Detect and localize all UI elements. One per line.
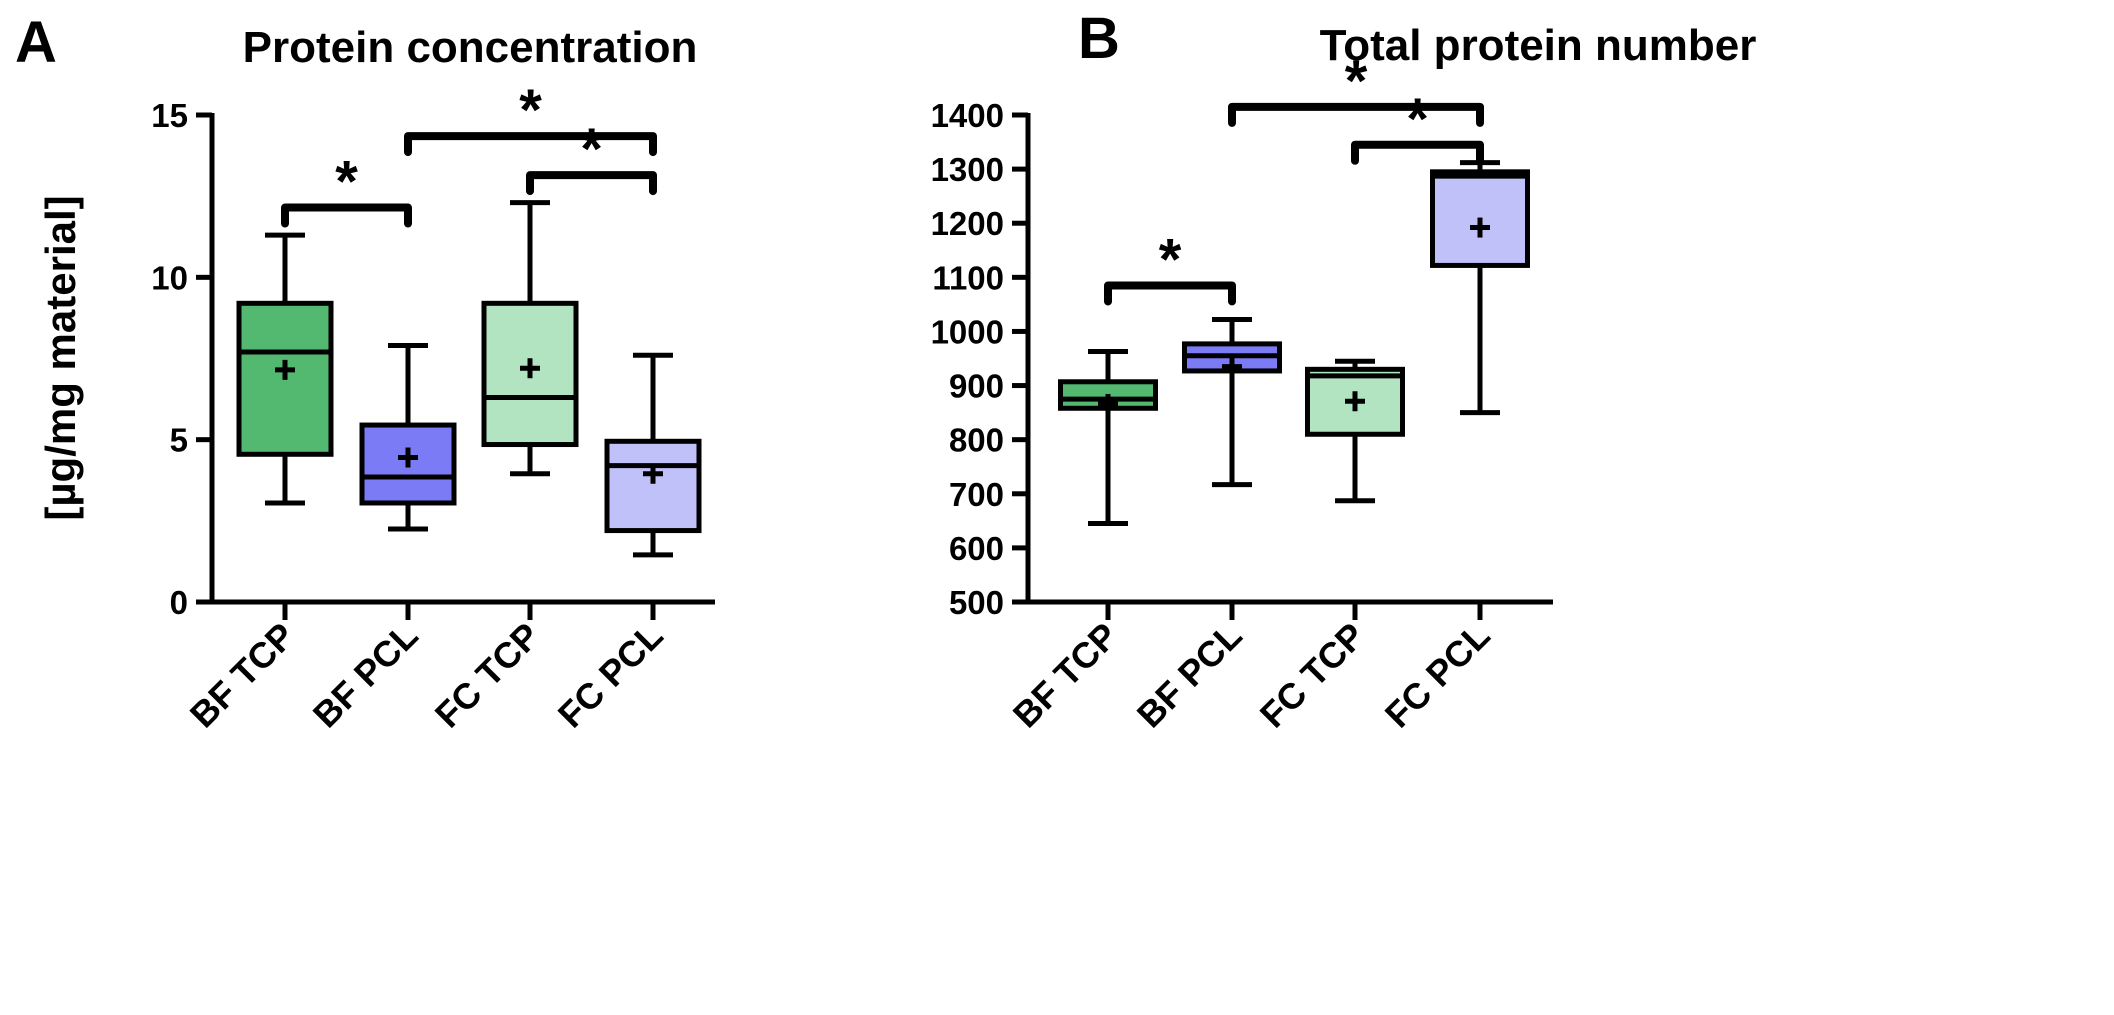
box-fc-tcp xyxy=(1305,358,1405,504)
x-tick-label: BF PCL xyxy=(1129,615,1250,736)
box-bf-pcl xyxy=(1182,317,1282,488)
y-tick-label: 1200 xyxy=(931,205,1004,242)
significance-bracket-line xyxy=(404,132,657,157)
significance-star: * xyxy=(1345,49,1368,114)
x-tick-label: FC TCP xyxy=(1252,615,1373,736)
x-tick-label: BF PCL xyxy=(305,615,426,736)
x-tick-label: BF TCP xyxy=(182,615,303,736)
box-fc-tcp xyxy=(481,200,579,477)
significance-bracket-line xyxy=(281,203,412,228)
panel-b-title: Total protein number xyxy=(1320,21,1757,70)
box-fc-pcl xyxy=(604,352,702,558)
panel-a-y-axis-label: [µg/mg material] xyxy=(37,195,84,520)
y-tick-label: 1100 xyxy=(932,259,1004,296)
significance-star: * xyxy=(1159,227,1182,292)
iqr-box xyxy=(604,438,702,534)
significance-star: * xyxy=(335,150,358,215)
panel-b-total-protein-number: B Total protein number 500 600 700 800 900 10… xyxy=(931,6,1757,736)
y-tick-label: 0 xyxy=(170,584,188,621)
y-tick-label: 800 xyxy=(949,422,1004,459)
panel-a-title: Protein concentration xyxy=(243,23,698,72)
y-tick-label: 1400 xyxy=(931,97,1004,134)
panel-a-label: A xyxy=(15,10,57,75)
panel-b-plot-area: 500 600 700 800 900 1000 1100 1200 1300 1400 BF TC… xyxy=(931,49,1553,736)
significance-bracket-2: * xyxy=(404,78,657,157)
x-tick-label: FC PCL xyxy=(550,615,671,736)
panel-a-plot-area: 0 5 10 15 BF TCP BF PCL FC TCP FC PCL * * * xyxy=(151,78,715,736)
significance-bracket-1: * xyxy=(1351,87,1484,165)
significance-bracket-0: * xyxy=(1104,227,1236,306)
significance-star: * xyxy=(580,117,603,182)
y-tick-label: 10 xyxy=(151,259,188,296)
panel-a-protein-concentration: A Protein concentration [µg/mg material]… xyxy=(15,10,715,736)
significance-bracket-0: * xyxy=(281,150,412,228)
x-tick-label: FC PCL xyxy=(1377,615,1498,736)
y-tick-label: 5 xyxy=(170,422,188,459)
significance-star: * xyxy=(1406,87,1429,152)
significance-bracket-line xyxy=(526,171,657,196)
y-tick-label: 700 xyxy=(949,476,1004,513)
y-tick-label: 15 xyxy=(151,97,188,134)
x-tick-label: FC TCP xyxy=(427,615,548,736)
significance-star: * xyxy=(519,78,542,143)
box-bf-pcl xyxy=(359,343,457,532)
y-tick-label: 1000 xyxy=(931,313,1004,350)
significance-bracket-line xyxy=(1351,140,1484,165)
y-tick-label: 600 xyxy=(949,530,1004,567)
y-tick-label: 500 xyxy=(949,584,1004,621)
box-bf-tcp xyxy=(1058,348,1158,527)
box-bf-tcp xyxy=(236,232,334,506)
x-tick-label: BF TCP xyxy=(1005,615,1126,736)
y-tick-label: 1300 xyxy=(931,151,1004,188)
significance-bracket-line xyxy=(1104,281,1236,306)
box-fc-pcl xyxy=(1430,160,1530,416)
significance-bracket-2: * xyxy=(1228,49,1484,127)
panel-b-label: B xyxy=(1078,6,1120,71)
significance-bracket-line xyxy=(1228,102,1484,127)
significance-bracket-1: * xyxy=(526,117,657,196)
y-tick-label: 900 xyxy=(949,368,1004,405)
